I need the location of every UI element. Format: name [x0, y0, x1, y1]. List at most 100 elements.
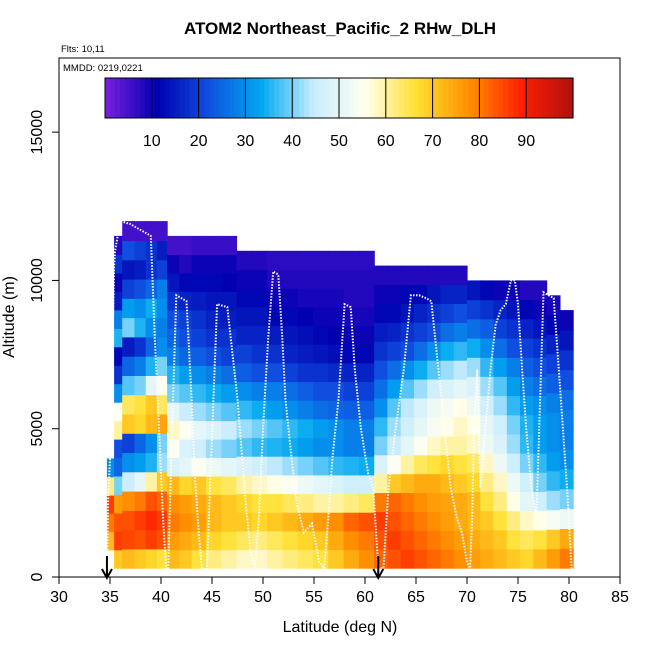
- heatmap-cell: [205, 346, 222, 366]
- heatmap-cell: [251, 474, 268, 495]
- heatmap-cell: [297, 381, 314, 401]
- heatmap-cell: [267, 250, 283, 271]
- heatmap-cell: [191, 420, 207, 440]
- heatmap-cell: [427, 322, 442, 342]
- heatmap-cell: [114, 475, 123, 495]
- flight-track-line: [105, 219, 574, 578]
- heatmap-cell: [480, 453, 495, 473]
- heatmap-cell: [297, 269, 314, 289]
- colorbar-segment: [383, 78, 390, 118]
- heatmap-cell: [122, 259, 135, 280]
- heatmap-cell: [282, 362, 299, 383]
- heatmap-cell: [156, 548, 168, 569]
- heatmap-cell: [440, 530, 455, 550]
- heatmap-cell: [493, 280, 508, 301]
- heatmap-cell: [546, 431, 561, 452]
- heatmap-cell: [520, 280, 534, 301]
- colorbar-segment: [319, 78, 325, 118]
- heatmap-cell: [191, 309, 207, 329]
- heatmap-cell: [427, 492, 442, 512]
- heatmap-cell: [387, 416, 402, 437]
- heatmap-cell: [400, 397, 415, 418]
- colorbar-segment: [538, 78, 544, 118]
- heatmap-cell: [400, 492, 415, 512]
- heatmap-cell: [156, 317, 168, 338]
- heatmap-cell: [467, 510, 481, 531]
- heatmap-cell: [122, 375, 135, 396]
- heatmap-cell: [546, 509, 561, 530]
- heatmap-cell: [387, 360, 402, 380]
- heatmap-cell: [506, 338, 521, 358]
- heatmap-cell: [328, 530, 345, 551]
- heatmap-cell: [313, 325, 329, 345]
- heatmap-cell: [267, 512, 283, 532]
- colorbar-segment: [373, 78, 380, 118]
- heatmap-cell: [167, 475, 180, 495]
- heatmap-cell: [440, 549, 455, 569]
- colorbar-segment: [284, 78, 290, 118]
- heatmap-cell: [122, 394, 135, 415]
- heatmap-cell: [440, 435, 455, 456]
- heatmap-cell: [179, 328, 193, 348]
- heatmap-cell: [493, 299, 508, 320]
- heatmap-cell: [343, 493, 360, 513]
- heatmap-cell: [122, 529, 135, 550]
- heatmap-cell: [236, 288, 253, 308]
- heatmap-cell: [221, 457, 238, 477]
- heatmap-cell: [282, 549, 299, 569]
- heatmap-cell: [358, 362, 375, 383]
- heatmap-cell: [156, 491, 168, 511]
- heatmap-cell: [328, 381, 345, 401]
- colorbar-tick-label: 70: [424, 133, 442, 150]
- heatmap-cell: [156, 433, 168, 454]
- colorbar-segment: [553, 78, 559, 118]
- heatmap-cell: [179, 494, 193, 514]
- heatmap-cell: [236, 381, 253, 401]
- heatmap-cell: [467, 280, 481, 301]
- heatmap-cell: [251, 325, 268, 345]
- heatmap-cell: [114, 512, 123, 532]
- heatmap-cell: [205, 475, 222, 495]
- heatmap-cell: [546, 353, 561, 374]
- x-tick-label: 55: [305, 589, 323, 606]
- heatmap-cell: [114, 235, 123, 255]
- heatmap-cell: [221, 438, 238, 458]
- heatmap-cell: [533, 548, 548, 569]
- heatmap-cell: [313, 418, 329, 439]
- heatmap-cell: [400, 303, 415, 323]
- heatmap-cell: [328, 325, 345, 345]
- colorbar-segment: [478, 78, 484, 118]
- heatmap-cell: [122, 278, 135, 299]
- heatmap-cell: [221, 494, 238, 514]
- heatmap-cell: [282, 530, 299, 551]
- heatmap-cell: [167, 383, 180, 403]
- heatmap-cell: [145, 471, 158, 492]
- heatmap-cell: [179, 383, 193, 403]
- heatmap-cell: [122, 452, 135, 473]
- heatmap-cell: [440, 416, 455, 437]
- heatmap-cell: [221, 291, 238, 311]
- heatmap-cell: [191, 235, 207, 255]
- heatmap-cell: [134, 471, 147, 492]
- colorbar-tick-label: 30: [237, 133, 255, 150]
- heatmap-cell: [374, 360, 389, 380]
- heatmap-cell: [122, 221, 135, 241]
- heatmap-cells: [106, 221, 574, 569]
- heatmap-cell: [134, 336, 147, 357]
- heatmap-cell: [343, 288, 360, 308]
- heatmap-cell: [374, 322, 389, 342]
- heatmap-cell: [520, 376, 534, 397]
- heatmap-cell: [145, 221, 158, 241]
- heatmap-cell: [205, 402, 222, 422]
- heatmap-cell: [440, 473, 455, 494]
- heatmap-cell: [453, 360, 468, 380]
- heatmap-cell: [122, 510, 135, 531]
- heatmap-cell: [179, 235, 193, 255]
- colorbar-segment: [274, 78, 280, 118]
- arrow-markers: [101, 556, 385, 581]
- heatmap-cell: [122, 336, 135, 357]
- heatmap-cell: [453, 341, 468, 361]
- heatmap-cell: [191, 272, 207, 292]
- heatmap-cell: [493, 548, 508, 569]
- heatmap-cell: [358, 437, 375, 457]
